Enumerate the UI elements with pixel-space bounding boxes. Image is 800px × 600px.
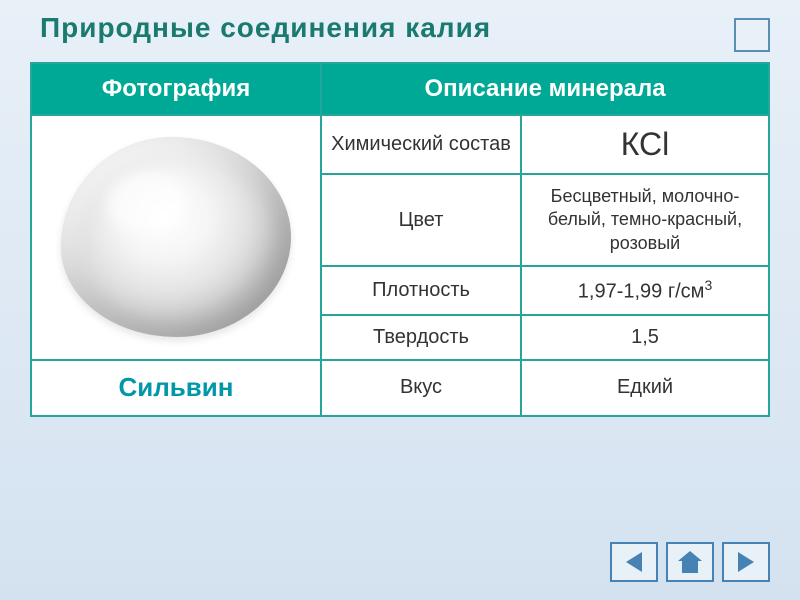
photo-cell: [31, 115, 321, 360]
home-button[interactable]: [666, 542, 714, 582]
label-color: Цвет: [321, 174, 521, 266]
label-hardness: Твердость: [321, 315, 521, 360]
density-sup: 3: [704, 277, 712, 293]
label-density: Плотность: [321, 266, 521, 315]
density-prefix: 1,97-1,99 г/см: [578, 281, 705, 303]
table-header-row: Фотография Описание минерала: [31, 63, 769, 115]
mineral-image: [61, 137, 291, 337]
mineral-name: Сильвин: [31, 360, 321, 416]
value-taste: Едкий: [521, 360, 769, 416]
value-density: 1,97-1,99 г/см3: [521, 266, 769, 315]
value-color: Бесцветный, молочно-белый, темно-красный…: [521, 174, 769, 266]
nav-controls: [610, 542, 770, 582]
value-formula: КСl: [521, 115, 769, 174]
header-photo: Фотография: [31, 63, 321, 115]
prev-button[interactable]: [610, 542, 658, 582]
title-bar: Природные соединения калия: [0, 0, 800, 52]
next-button[interactable]: [722, 542, 770, 582]
mineral-table: Фотография Описание минерала Химический …: [30, 62, 770, 417]
value-hardness: 1,5: [521, 315, 769, 360]
nav-placeholder-button[interactable]: [734, 18, 770, 52]
row-taste: Сильвин Вкус Едкий: [31, 360, 769, 416]
label-formula: Химический состав: [321, 115, 521, 174]
label-taste: Вкус: [321, 360, 521, 416]
arrow-right-icon: [738, 552, 754, 572]
row-formula: Химический состав КСl: [31, 115, 769, 174]
arrow-left-icon: [626, 552, 642, 572]
home-icon: [678, 551, 702, 573]
header-desc: Описание минерала: [321, 63, 769, 115]
page-title: Природные соединения калия: [40, 12, 760, 44]
